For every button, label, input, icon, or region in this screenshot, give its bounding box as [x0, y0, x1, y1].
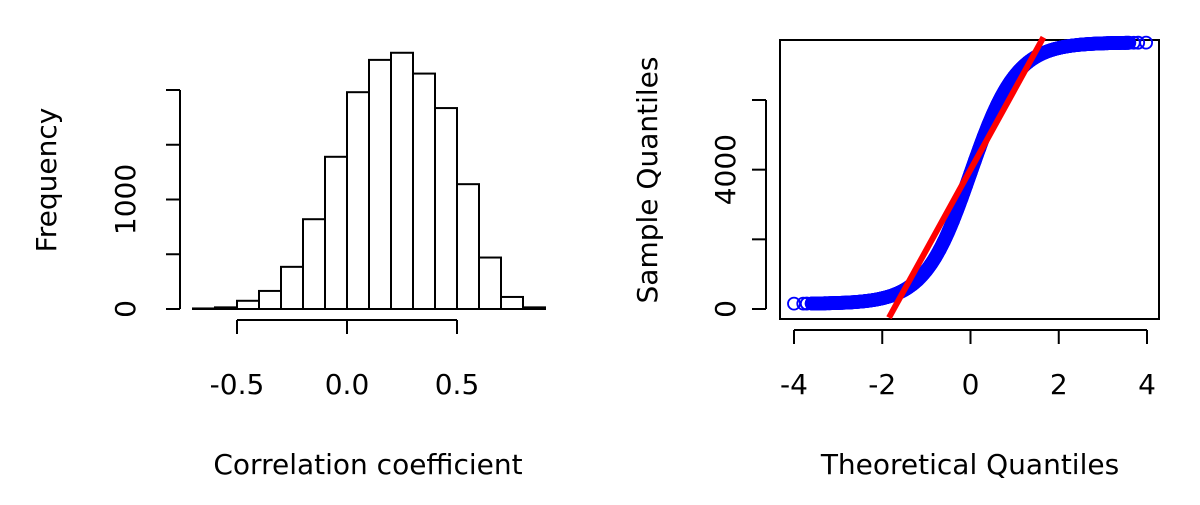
qq-x-tick-label: 0	[962, 368, 980, 401]
histogram-panel: -0.5 0.0 0.5 0 1000 Correlation coefficient…	[30, 51, 546, 481]
qq-point	[1060, 39, 1075, 54]
qq-point	[1118, 35, 1132, 50]
histogram-bar	[236, 299, 260, 311]
histogram-bar	[368, 58, 392, 311]
histogram-x-tick-label: 0.0	[325, 368, 370, 401]
histogram-bar	[346, 91, 370, 310]
qq-point	[799, 296, 814, 311]
histogram-bar	[258, 289, 282, 310]
qq-point	[1091, 36, 1106, 51]
qq-point	[835, 295, 850, 310]
histogram-bar	[302, 218, 326, 311]
histogram-y-tick-label: 0	[109, 300, 142, 318]
qq-point	[844, 295, 859, 310]
qq-point	[817, 296, 832, 311]
qq-point	[862, 293, 876, 308]
qq-x-tick-label: -2	[868, 368, 896, 401]
qq-point	[813, 296, 828, 311]
histogram-bar	[434, 107, 458, 310]
qq-x-axis: -4 -2 0 2 4	[780, 329, 1156, 401]
histogram-bar	[412, 72, 436, 310]
qq-point	[1095, 36, 1110, 51]
histogram-bar	[214, 306, 238, 311]
qq-x-tick-label: 2	[1050, 368, 1068, 401]
qq-y-axis-label: Sample Quantiles	[631, 57, 664, 304]
histogram-bar	[500, 295, 524, 310]
qq-point	[840, 295, 854, 310]
qq-point	[1069, 38, 1084, 52]
qq-point	[804, 296, 819, 311]
histogram-x-tick-label: 0.5	[435, 368, 480, 401]
qq-point	[1122, 35, 1137, 50]
qq-y-tick-label: 4000	[709, 134, 742, 205]
histogram-x-axis: -0.5 0.0 0.5	[210, 319, 480, 401]
histogram-x-axis-label: Correlation coefficient	[213, 448, 522, 481]
qq-y-axis: 0 4000	[709, 99, 767, 318]
qq-x-tick-label: 4	[1138, 368, 1156, 401]
qq-plot-frame	[779, 39, 1160, 320]
histogram-bars	[192, 51, 546, 311]
qq-point	[1139, 35, 1154, 50]
qq-reference-line	[886, 35, 1047, 320]
qq-point	[1065, 38, 1079, 53]
histogram-bar	[280, 265, 304, 310]
qq-point	[848, 295, 863, 309]
histogram-bar	[324, 155, 348, 310]
histogram-bar	[522, 306, 546, 311]
qq-y-tick-label: 0	[709, 300, 742, 318]
qq-point	[1073, 37, 1088, 52]
histogram-bar	[478, 256, 502, 311]
histogram-y-axis: 0 1000	[109, 89, 181, 318]
qq-point	[809, 296, 823, 311]
histogram-x-tick-label: -0.5	[210, 368, 265, 401]
qq-point	[826, 296, 841, 310]
qq-point	[1104, 36, 1119, 50]
qq-point	[1113, 36, 1128, 50]
qq-point	[1082, 37, 1097, 51]
qq-point	[1131, 35, 1146, 50]
histogram-y-axis-label: Frequency	[30, 108, 63, 253]
qq-point	[831, 296, 846, 310]
qq-point	[822, 296, 837, 311]
qq-point	[923, 257, 938, 272]
qq-point	[853, 294, 868, 309]
qq-x-axis-label: Theoretical Quantiles	[820, 448, 1119, 481]
qq-point	[1078, 37, 1093, 52]
qq-point	[857, 294, 872, 309]
qq-plot-panel: -4 -2 0 2 4 0 4000 Theoretical Quantiles Samp…	[631, 35, 1160, 481]
qq-point	[1087, 36, 1101, 51]
qq-point	[1100, 36, 1115, 51]
histogram-bar	[390, 51, 414, 311]
histogram-bar	[456, 183, 480, 310]
histogram-bar	[192, 307, 216, 311]
qq-point	[1109, 36, 1124, 50]
histogram-y-tick-label: 1000	[109, 164, 142, 235]
qq-point	[928, 250, 943, 265]
qq-x-tick-label: -4	[780, 368, 808, 401]
